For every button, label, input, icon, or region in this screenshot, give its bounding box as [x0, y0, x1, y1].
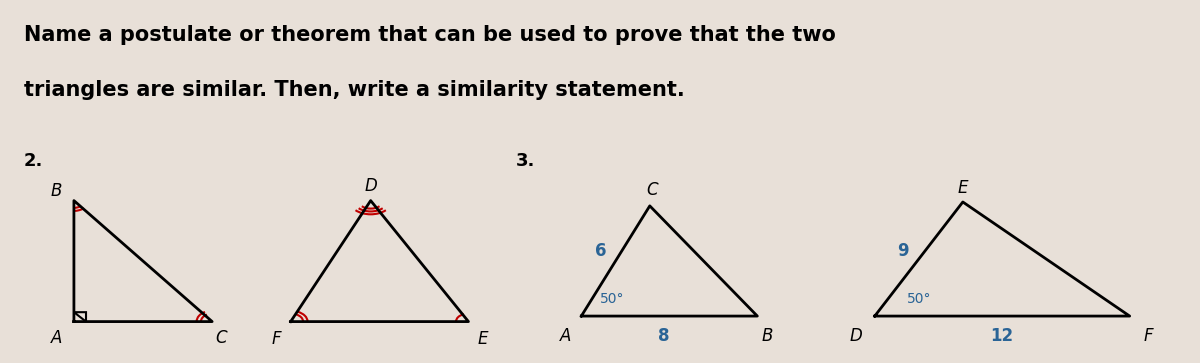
Text: D: D — [365, 177, 377, 195]
Text: 2.: 2. — [24, 152, 43, 171]
Text: E: E — [958, 179, 968, 197]
Text: B: B — [50, 182, 62, 200]
Text: B: B — [762, 326, 773, 344]
Text: D: D — [850, 326, 863, 344]
Text: 6: 6 — [595, 242, 607, 260]
Text: triangles are similar. Then, write a similarity statement.: triangles are similar. Then, write a sim… — [24, 80, 685, 100]
Text: E: E — [478, 330, 488, 348]
Text: 3.: 3. — [516, 152, 535, 171]
Text: A: A — [50, 329, 62, 347]
Text: F: F — [1144, 326, 1153, 344]
Text: F: F — [271, 330, 281, 348]
Text: C: C — [215, 329, 227, 347]
Text: A: A — [560, 326, 571, 344]
Text: 12: 12 — [991, 326, 1014, 344]
Text: Name a postulate or theorem that can be used to prove that the two: Name a postulate or theorem that can be … — [24, 25, 836, 45]
Text: 8: 8 — [658, 326, 670, 344]
Text: 50°: 50° — [600, 292, 625, 306]
Text: C: C — [646, 181, 658, 199]
Text: 9: 9 — [896, 242, 908, 260]
Text: 50°: 50° — [906, 292, 931, 306]
